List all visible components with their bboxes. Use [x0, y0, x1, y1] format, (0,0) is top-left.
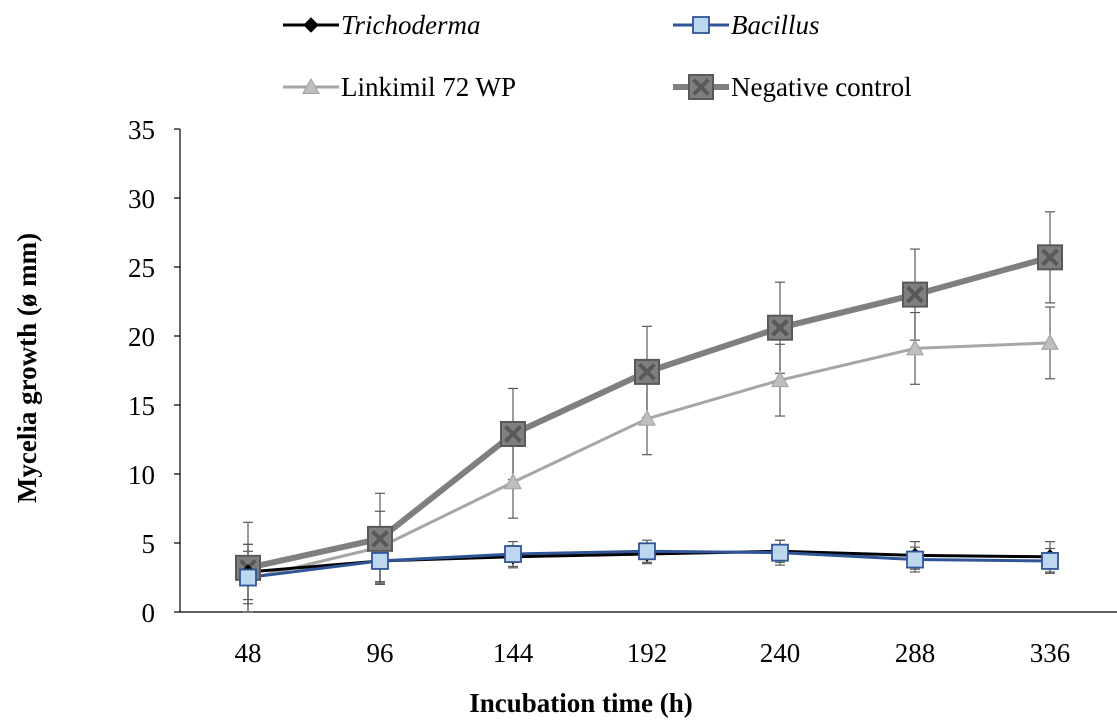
- data-point: [771, 543, 789, 562]
- marker-box: [902, 281, 928, 308]
- data-point: [1037, 244, 1063, 271]
- legend-label: Linkimil 72 WP: [341, 72, 516, 102]
- legend-item: Negative control: [673, 72, 912, 102]
- data-point: [367, 525, 393, 552]
- marker-cross: [692, 78, 710, 96]
- data-point: [504, 545, 522, 563]
- data-point: [906, 550, 924, 569]
- x-tick-label: 144: [493, 638, 534, 668]
- series-markers: [235, 244, 1063, 587]
- data-point: [1040, 333, 1060, 350]
- y-tick-label: 35: [128, 115, 155, 145]
- data-point: [905, 339, 925, 356]
- marker-cross: [906, 285, 924, 304]
- series-line-3: [247, 254, 1051, 571]
- legend-swatch-marker: [688, 74, 714, 100]
- marker-box: [634, 358, 660, 385]
- y-axis: 0 5 10 15 20 25 30 35: [128, 115, 181, 628]
- data-point: [1041, 552, 1059, 570]
- x-axis: 48 96 144 192 240 288 336: [180, 611, 1117, 668]
- marker-cross: [504, 425, 522, 443]
- y-tick-label: 0: [142, 598, 156, 628]
- data-point: [638, 542, 656, 561]
- marker-box: [688, 74, 714, 100]
- data-point: [767, 314, 793, 341]
- legend: Trichoderma Bacillus Linkimil 72 WP Negativ…: [283, 10, 912, 102]
- x-tick-label: 192: [627, 638, 668, 668]
- marker-cross: [1041, 248, 1059, 267]
- marker-cross: [638, 363, 656, 381]
- y-tick-label: 10: [128, 460, 155, 490]
- legend-swatch-marker: [303, 17, 319, 33]
- data-point: [371, 552, 389, 570]
- x-tick-label: 240: [760, 638, 801, 668]
- x-tick-label: 336: [1030, 638, 1071, 668]
- y-tick-label: 25: [128, 253, 155, 283]
- data-point: [634, 358, 660, 385]
- legend-swatch-marker: [692, 16, 710, 34]
- data-point: [637, 409, 657, 426]
- y-axis-title: Mycelia growth (ø mm): [12, 233, 42, 503]
- data-point: [902, 281, 928, 308]
- y-tick-label: 20: [128, 322, 155, 352]
- x-tick-label: 288: [895, 638, 936, 668]
- marker-cross: [371, 530, 389, 548]
- data-point: [239, 568, 257, 587]
- legend-label: Bacillus: [731, 10, 820, 40]
- legend-item: Bacillus: [673, 10, 820, 40]
- data-point: [770, 370, 790, 388]
- marker-cross: [771, 318, 789, 337]
- x-axis-title: Incubation time (h): [469, 688, 693, 718]
- data-point: [500, 420, 526, 447]
- y-tick-label: 5: [142, 529, 156, 559]
- y-tick-label: 30: [128, 184, 155, 214]
- legend-item: Trichoderma: [283, 10, 481, 40]
- marker-box: [367, 525, 393, 552]
- legend-swatch-marker: [301, 77, 321, 95]
- data-point: [503, 473, 523, 490]
- legend-label: Negative control: [731, 72, 912, 102]
- x-tick-label: 96: [367, 638, 394, 668]
- x-tick-label: 48: [235, 638, 262, 668]
- legend-label: Trichoderma: [341, 10, 481, 40]
- legend-item: Linkimil 72 WP: [283, 72, 516, 102]
- marker-box: [767, 314, 793, 341]
- y-tick-label: 15: [128, 391, 155, 421]
